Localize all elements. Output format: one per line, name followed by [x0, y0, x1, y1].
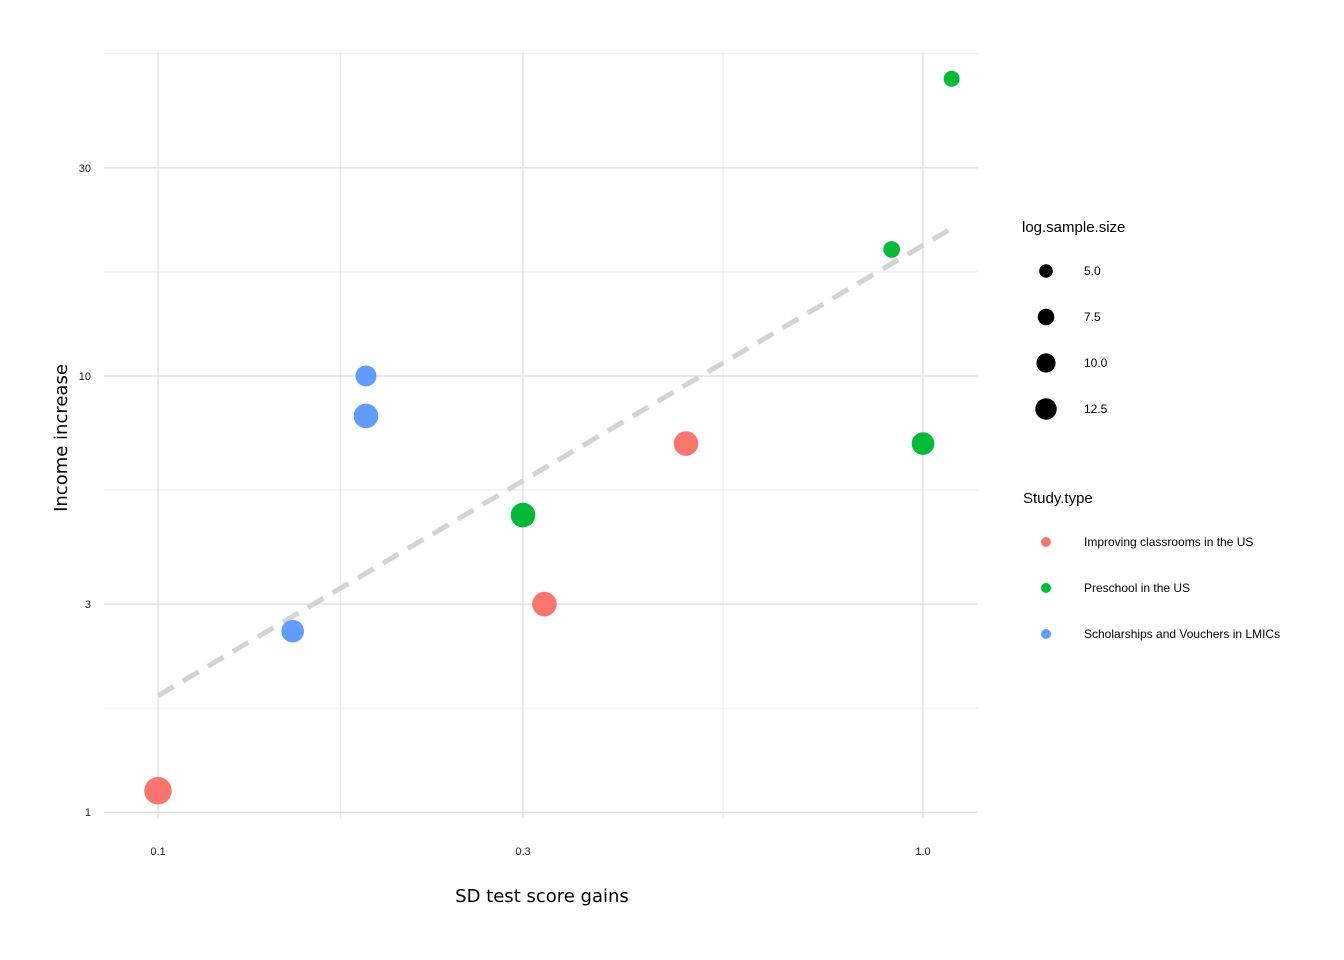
- data-point: [911, 432, 935, 455]
- y-tick-label: 3: [85, 599, 91, 611]
- color-legend: Study.type Improving classrooms in the U…: [1023, 490, 1280, 641]
- x-axis-ticks: 0.1 0.3 1.0: [150, 846, 930, 858]
- size-legend-key: [1035, 398, 1057, 420]
- data-point: [532, 591, 557, 617]
- size-legend-label: 5.0: [1084, 264, 1101, 278]
- size-legend-title: log.sample.size: [1022, 219, 1125, 236]
- x-axis-title: SD test score gains: [455, 886, 629, 907]
- size-legend-label: 7.5: [1084, 310, 1101, 324]
- data-point: [943, 70, 960, 87]
- major-gridlines: [104, 52, 978, 818]
- trend-line-layer: [156, 224, 956, 698]
- y-axis-ticks: 1 3 10 30: [79, 163, 91, 819]
- color-legend-label: Preschool in the US: [1084, 581, 1190, 595]
- y-tick-label: 30: [79, 163, 91, 175]
- size-legend-key: [1037, 308, 1055, 326]
- data-point: [355, 365, 377, 387]
- color-legend-label: Improving classrooms in the US: [1084, 535, 1253, 549]
- size-legend: log.sample.size 5.0 7.5 10.0 12.5: [1022, 219, 1125, 420]
- color-legend-key: [1041, 629, 1051, 639]
- data-point: [673, 431, 699, 456]
- size-legend-label: 10.0: [1084, 356, 1108, 370]
- size-legend-key: [1039, 264, 1053, 278]
- color-legend-title: Study.type: [1023, 490, 1093, 507]
- x-tick-label: 1.0: [915, 846, 930, 858]
- size-legend-label: 12.5: [1084, 402, 1108, 416]
- color-legend-label: Scholarships and Vouchers in LMICs: [1084, 627, 1280, 641]
- color-legend-key: [1041, 537, 1051, 547]
- y-tick-label: 1: [85, 807, 91, 819]
- data-point: [353, 403, 379, 429]
- data-point: [510, 502, 536, 528]
- minor-gridlines: [104, 52, 978, 818]
- data-points: [144, 70, 960, 805]
- size-legend-key: [1036, 353, 1056, 373]
- x-tick-label: 0.1: [150, 846, 165, 858]
- trend-line: [156, 224, 956, 698]
- data-point: [883, 241, 901, 258]
- color-legend-key: [1041, 583, 1051, 593]
- data-point: [281, 619, 305, 643]
- y-axis-title: Income increase: [51, 364, 72, 512]
- y-tick-label: 10: [79, 371, 91, 383]
- data-point: [144, 777, 172, 805]
- x-tick-label: 0.3: [515, 846, 530, 858]
